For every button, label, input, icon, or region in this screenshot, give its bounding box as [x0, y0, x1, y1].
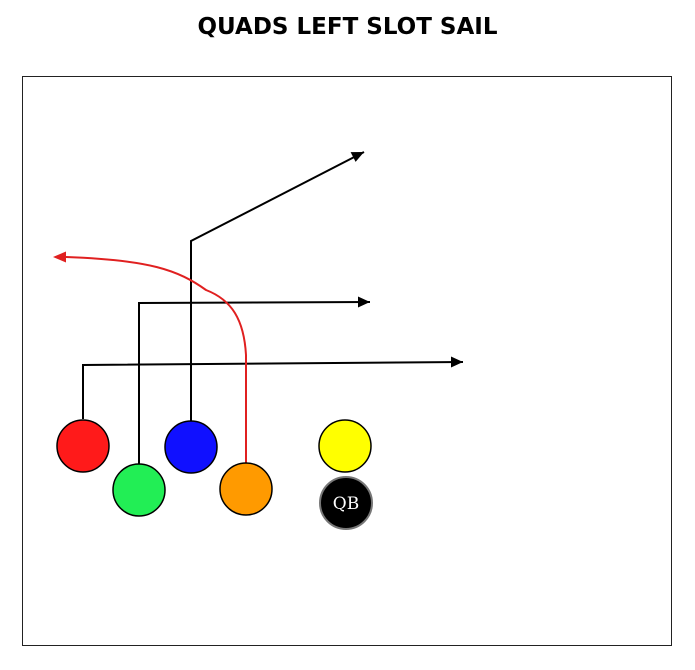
route-green-arrowhead	[358, 296, 370, 308]
play-title: QUADS LEFT SLOT SAIL	[197, 14, 498, 40]
player-qb	[319, 476, 373, 530]
route-blue-arrowhead	[350, 152, 364, 162]
player-blue	[164, 420, 218, 474]
player-red	[56, 419, 110, 473]
route-red-arrowhead	[451, 356, 463, 368]
route-blue-receiver	[190, 151, 365, 421]
route-red-receiver	[82, 361, 464, 419]
player-green	[112, 463, 166, 517]
qb-label: QB	[333, 494, 359, 514]
player-orange	[219, 462, 273, 516]
player-yellow-center	[318, 419, 372, 473]
route-orange-receiver	[65, 256, 247, 463]
field-box	[22, 76, 672, 646]
route-orange-arrowhead	[53, 251, 66, 263]
route-green-receiver	[138, 301, 371, 465]
